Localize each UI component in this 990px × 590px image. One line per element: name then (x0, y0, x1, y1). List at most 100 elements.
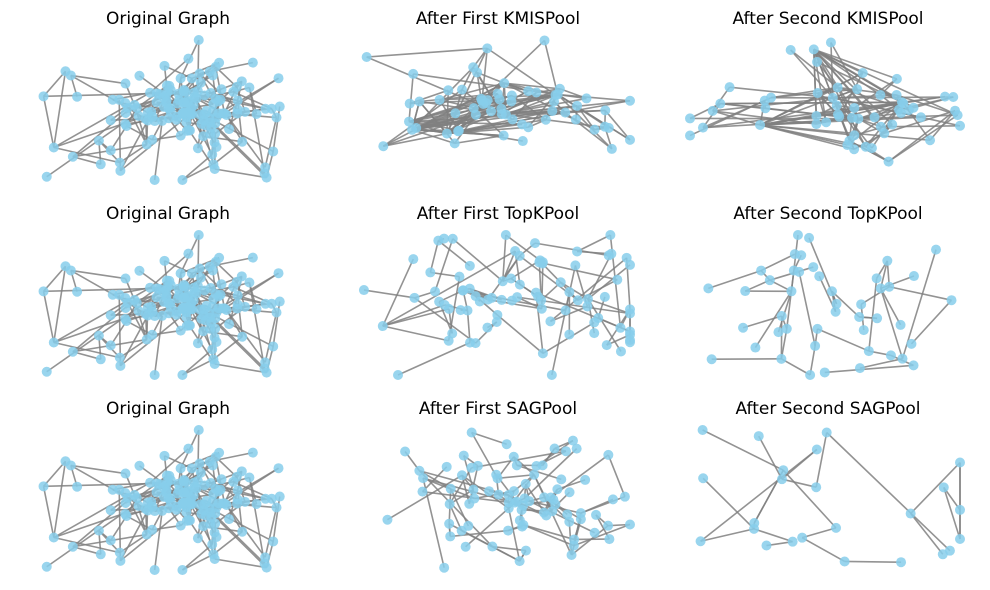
node (606, 143, 617, 154)
edge (859, 357, 903, 369)
node (231, 471, 242, 482)
node (811, 110, 822, 121)
graph-panel: Original Graph (38, 9, 285, 185)
panel-title: After Second SAGPool (736, 399, 921, 419)
node (849, 130, 860, 141)
edge (535, 291, 631, 333)
node (466, 427, 477, 438)
node (516, 504, 527, 515)
edge (52, 461, 67, 538)
edge (910, 513, 944, 555)
edge (813, 48, 882, 128)
node (792, 230, 803, 240)
edge (587, 264, 631, 300)
node (797, 532, 808, 543)
node (211, 337, 222, 348)
node (274, 101, 285, 112)
node (171, 504, 182, 515)
edge (218, 77, 279, 115)
node (207, 265, 218, 276)
node (214, 447, 225, 458)
node (244, 82, 255, 93)
edge (496, 314, 544, 354)
node (570, 114, 581, 125)
node (186, 73, 197, 84)
node (178, 474, 189, 485)
node (831, 298, 842, 309)
node (107, 289, 118, 300)
node (207, 496, 218, 507)
node (589, 317, 600, 328)
node (896, 557, 907, 568)
node (157, 310, 168, 321)
node (215, 484, 226, 495)
edge (813, 48, 867, 148)
node (474, 296, 485, 307)
node (183, 125, 194, 136)
edge (448, 467, 473, 505)
node (251, 498, 262, 509)
node (453, 126, 464, 137)
node (457, 84, 468, 95)
node (547, 105, 558, 116)
node (858, 325, 869, 336)
node (377, 321, 388, 332)
edge (382, 304, 445, 327)
node (211, 142, 222, 153)
node (555, 277, 566, 288)
node (181, 507, 192, 518)
edge (470, 432, 499, 479)
node (260, 298, 271, 309)
node (165, 298, 176, 309)
edge (153, 120, 164, 181)
node (849, 144, 860, 155)
node (38, 481, 49, 492)
node (259, 168, 270, 179)
node (60, 456, 71, 467)
node (871, 273, 882, 284)
node (508, 451, 519, 462)
node (906, 338, 917, 349)
node (625, 337, 635, 348)
node (208, 354, 219, 365)
edge (781, 478, 817, 488)
node (183, 53, 194, 64)
node (564, 487, 575, 498)
node (827, 92, 838, 103)
node (697, 425, 708, 435)
node (449, 138, 460, 149)
node (237, 136, 248, 147)
node (194, 68, 205, 79)
node (482, 43, 493, 54)
node (189, 481, 200, 492)
edge (880, 288, 902, 326)
edge (70, 269, 126, 280)
edge (382, 250, 516, 327)
node (514, 556, 525, 567)
edge (798, 271, 816, 347)
node (232, 290, 243, 301)
node (514, 279, 525, 290)
node (517, 136, 528, 147)
node (582, 293, 593, 304)
node (885, 350, 896, 361)
node (548, 494, 559, 505)
node (506, 90, 517, 101)
edge (501, 97, 587, 115)
node (894, 104, 905, 115)
edge (868, 278, 878, 352)
edge (382, 308, 450, 327)
node (216, 84, 227, 95)
panel-title: Original Graph (106, 9, 230, 29)
edge (557, 93, 613, 150)
node (154, 479, 165, 490)
node (95, 549, 106, 560)
edge (264, 312, 278, 363)
node (706, 354, 717, 365)
node (224, 124, 235, 135)
node (545, 316, 556, 327)
node (498, 130, 509, 141)
panel-title: After First KMISPool (416, 9, 580, 29)
edge (910, 461, 961, 515)
node (753, 431, 764, 442)
